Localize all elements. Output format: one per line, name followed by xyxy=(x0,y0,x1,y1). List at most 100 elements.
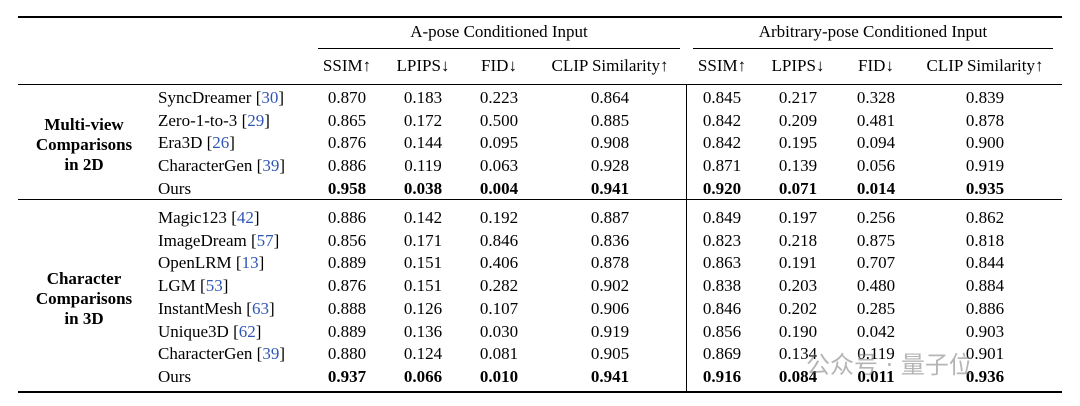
metric-value: 0.864 xyxy=(590,88,630,107)
method-name: CharacterGen [39] xyxy=(158,344,285,364)
metric-value: 0.871 xyxy=(702,156,742,176)
metric-value: 0.849 xyxy=(702,208,742,227)
metric-value: 0.500 xyxy=(479,110,519,130)
metric-value: 0.071 xyxy=(778,178,818,198)
metric-value: 0.014 xyxy=(856,178,896,198)
method-name: Ours xyxy=(158,367,191,387)
metric-value: 0.223 xyxy=(479,88,519,107)
metric-value: 0.406 xyxy=(479,253,519,273)
metric-value: 0.010 xyxy=(479,366,519,386)
section-label-line: Multi-view xyxy=(44,114,124,134)
citation: 39 xyxy=(262,156,280,176)
metric-value: 0.218 xyxy=(778,230,818,250)
method-name: OpenLRM [13] xyxy=(158,253,265,273)
metric-value: 0.172 xyxy=(403,110,443,130)
method-label: Era3D xyxy=(158,133,203,153)
method-label: Unique3D xyxy=(158,321,229,341)
metric-value: 0.151 xyxy=(403,253,443,273)
metric-value: 0.197 xyxy=(778,208,818,227)
metric-value: 0.876 xyxy=(327,276,367,296)
metric-value: 0.902 xyxy=(590,276,630,296)
citation: 53 xyxy=(205,276,223,296)
metric-value: 0.846 xyxy=(702,298,742,318)
metric-value: 0.095 xyxy=(479,133,519,153)
metric-value: 0.151 xyxy=(403,276,443,296)
metric-header: SSIM↑ xyxy=(697,56,747,75)
metric-value: 0.846 xyxy=(479,230,519,250)
metric-value: 0.916 xyxy=(702,366,742,386)
method-name: ImageDream [57] xyxy=(158,230,280,250)
metric-value: 0.202 xyxy=(778,298,818,318)
metric-value: 0.119 xyxy=(404,156,442,176)
metric-value: 0.875 xyxy=(856,230,896,250)
metric-value: 0.195 xyxy=(778,133,818,153)
method-name: Magic123 [42] xyxy=(158,208,260,227)
method-label: CharacterGen xyxy=(158,156,253,176)
metric-header: CLIP Similarity↑ xyxy=(926,56,1044,75)
metric-value: 0.880 xyxy=(327,344,367,364)
group-a-title: A-pose Conditioned Input xyxy=(410,22,588,41)
metric-header: LPIPS↓ xyxy=(396,56,450,75)
metric-value: 0.144 xyxy=(403,133,443,153)
citation: 63 xyxy=(251,298,269,318)
method-label: Zero-1-to-3 xyxy=(158,110,238,130)
section-label-line: Character xyxy=(46,268,122,288)
metric-value: 0.870 xyxy=(327,88,367,107)
metric-value: 0.285 xyxy=(856,298,896,318)
metric-value: 0.876 xyxy=(327,133,367,153)
metric-value: 0.903 xyxy=(965,321,1005,341)
method-name: SyncDreamer [30] xyxy=(158,88,285,107)
metric-value: 0.844 xyxy=(965,253,1005,273)
metric-value: 0.183 xyxy=(403,88,443,107)
metric-value: 0.919 xyxy=(590,321,630,341)
top-rule xyxy=(18,16,1062,18)
metric-value: 0.042 xyxy=(856,321,896,341)
method-name: Ours xyxy=(158,179,191,199)
metric-value: 0.066 xyxy=(403,366,443,386)
metric-value: 0.920 xyxy=(702,178,742,198)
metric-value: 0.885 xyxy=(590,110,630,130)
metric-value: 0.282 xyxy=(479,276,519,296)
citation: 13 xyxy=(241,253,259,273)
method-name: Era3D [26] xyxy=(158,133,235,153)
citation: 57 xyxy=(256,230,274,250)
metric-value: 0.842 xyxy=(702,110,742,130)
metric-value: 0.119 xyxy=(857,344,895,364)
method-label: ImageDream xyxy=(158,230,247,250)
metric-value: 0.190 xyxy=(778,321,818,341)
metric-header: LPIPS↓ xyxy=(771,56,825,75)
metric-value: 0.886 xyxy=(327,208,367,227)
metric-value: 0.935 xyxy=(965,178,1005,198)
method-label: OpenLRM xyxy=(158,253,232,273)
metric-value: 0.878 xyxy=(965,110,1005,130)
metric-value: 0.928 xyxy=(590,156,630,176)
method-label: SyncDreamer xyxy=(158,88,252,107)
citation: 62 xyxy=(238,321,256,341)
group-b-underline xyxy=(693,48,1053,49)
metric-value: 0.107 xyxy=(479,298,519,318)
watermark-text: 公众号 · 量子位 xyxy=(806,351,973,379)
metric-value: 0.856 xyxy=(327,230,367,250)
metric-value: 0.936 xyxy=(965,366,1005,386)
metric-value: 0.856 xyxy=(702,321,742,341)
method-label: InstantMesh xyxy=(158,298,243,318)
metric-value: 0.136 xyxy=(403,321,443,341)
metric-value: 0.823 xyxy=(702,230,742,250)
metric-value: 0.863 xyxy=(702,253,742,273)
metric-value: 0.191 xyxy=(778,253,818,273)
metric-value: 0.056 xyxy=(856,156,896,176)
metric-value: 0.707 xyxy=(856,253,896,273)
section-rule xyxy=(18,199,1062,200)
method-label: Ours xyxy=(158,178,192,198)
watermark: 公众号 · 量子位 xyxy=(806,345,1066,379)
metric-value: 0.842 xyxy=(702,133,742,153)
metric-value: 0.906 xyxy=(590,298,630,318)
metric-value: 0.839 xyxy=(965,88,1005,107)
metric-value: 0.862 xyxy=(965,208,1005,227)
metric-value: 0.900 xyxy=(965,133,1005,153)
header-rule xyxy=(18,84,1062,85)
citation: 30 xyxy=(261,88,279,107)
metric-value: 0.011 xyxy=(857,366,895,386)
method-name: Unique3D [62] xyxy=(158,321,262,341)
metric-value: 0.941 xyxy=(590,178,630,198)
